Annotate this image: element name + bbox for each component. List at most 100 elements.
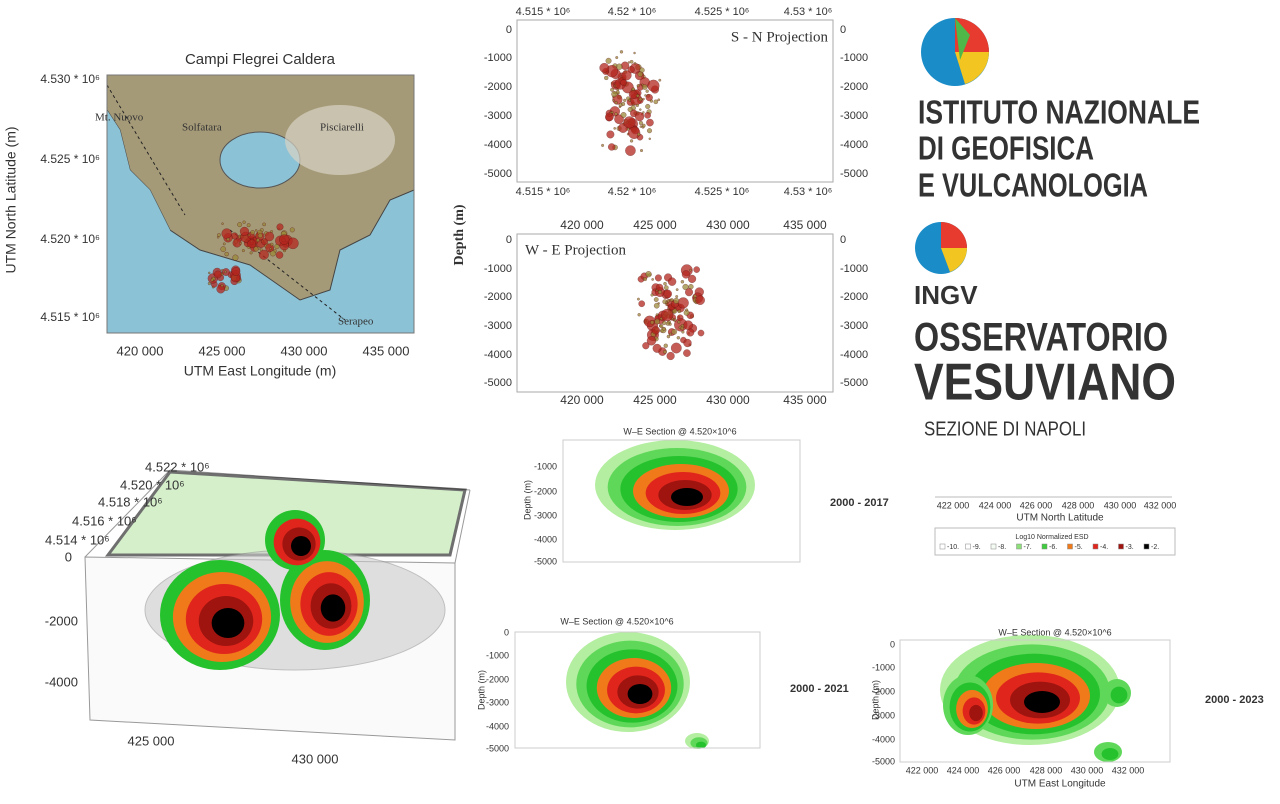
event-dot [642, 97, 645, 101]
event-dot [653, 297, 659, 302]
y-tick-label: -2000 [484, 291, 512, 303]
x-tick-label: 428 000 [1062, 500, 1095, 510]
event-dot [254, 229, 258, 232]
x-axis-label: UTM East Longitude [1014, 779, 1106, 790]
event-dot [625, 145, 636, 156]
contour-level [1110, 686, 1128, 704]
event-dot [645, 89, 649, 93]
event-dot [677, 309, 682, 314]
event-dot [607, 143, 616, 151]
event-dot [685, 308, 689, 312]
event-dot [239, 241, 242, 245]
x-tick-label: 4.525 * 10⁶ [695, 6, 750, 18]
event-dot [612, 99, 615, 102]
event-dot [231, 267, 241, 276]
event-dot [621, 70, 632, 81]
y-tick-label: 0 [890, 639, 895, 649]
logo-text: SEZIONE DI NAPOLI [924, 418, 1086, 440]
event-dot [247, 233, 251, 237]
y-tick-label: -3000 [534, 510, 557, 520]
event-dot [677, 297, 689, 309]
legend-swatch [1118, 543, 1124, 550]
z-tick-label: 0 [65, 549, 72, 564]
place-label: Solfatara [182, 122, 222, 134]
event-dot [680, 326, 685, 331]
event-dot [672, 318, 676, 322]
event-dot [646, 128, 653, 134]
y-tick-label: 4.514 * 10⁶ [45, 532, 110, 547]
map-bay [107, 110, 190, 333]
event-dot [636, 132, 641, 137]
event-dot [208, 271, 211, 275]
event-dot [626, 96, 631, 101]
y-tick-label: -1000 [484, 52, 512, 64]
event-dot [631, 87, 635, 91]
y-tick-label: -1000 [872, 662, 895, 672]
section-frame [514, 631, 761, 749]
event-dot [611, 90, 618, 98]
y-axis-label: Depth (m) [870, 680, 880, 720]
x-tick-label: 426 000 [988, 765, 1021, 775]
y-tick-label: -1000 [486, 650, 509, 660]
logo-text: INGV [914, 280, 978, 310]
event-dot [683, 349, 691, 357]
contour-level [671, 488, 703, 506]
event-dot [652, 343, 662, 353]
event-dot [670, 342, 682, 354]
event-dot [274, 244, 280, 250]
period-label: 2000 - 2023 [1205, 694, 1264, 706]
legend-swatch [1041, 543, 1048, 550]
legend-box [934, 527, 1176, 556]
event-dot [663, 281, 667, 286]
y-tick-label: -5000 [840, 377, 868, 389]
event-dot [677, 320, 681, 324]
event-dot [663, 349, 667, 354]
x-tick-label: 435 000 [783, 218, 827, 232]
legend-item: -10. [947, 544, 959, 551]
event-dot [662, 320, 667, 326]
event-dot [655, 313, 659, 317]
y-tick-label: -4000 [840, 349, 868, 361]
legend-item: -7. [1024, 544, 1032, 551]
x-tick-label: 428 000 [1030, 765, 1063, 775]
event-dot [648, 137, 651, 141]
y-tick-label: -4000 [534, 534, 557, 544]
event-dot [638, 97, 643, 102]
event-dot [257, 233, 263, 239]
event-dot [210, 278, 214, 282]
z-tick-label: -4000 [45, 674, 78, 689]
contours [160, 440, 1131, 762]
event-dot [683, 338, 692, 348]
event-dot [637, 71, 644, 78]
legend-swatch [990, 543, 997, 550]
logo-text: VESUVIANO [914, 354, 1176, 412]
event-dot [220, 284, 224, 288]
y-tick-label: 4.518 * 10⁶ [98, 494, 163, 509]
event-dot [606, 130, 615, 139]
x-tick-label: 432 000 [1112, 765, 1145, 775]
event-dot [651, 326, 660, 335]
event-dot [661, 308, 674, 322]
x-tick-label: 425 000 [199, 343, 246, 358]
event-dot [217, 233, 221, 237]
event-dot [641, 84, 648, 90]
x-tick-label: 4.525 * 10⁶ [695, 186, 750, 198]
event-dot [636, 84, 640, 88]
event-dot [695, 295, 705, 305]
legend-title: Log10 Normalized ESD [1015, 534, 1088, 541]
event-dot [262, 222, 266, 227]
event-dot [620, 112, 627, 118]
event-dot [657, 289, 662, 295]
legend-swatch [1092, 543, 1099, 550]
event-dot [627, 126, 641, 139]
event-dot [637, 297, 640, 301]
event-dot [253, 246, 259, 252]
legend-item: -9. [973, 544, 981, 551]
event-dot [623, 116, 636, 129]
event-dot [671, 328, 678, 335]
event-dot [653, 302, 660, 309]
event-dot [599, 62, 610, 73]
event-dot [223, 270, 227, 274]
event-dot [675, 288, 679, 292]
